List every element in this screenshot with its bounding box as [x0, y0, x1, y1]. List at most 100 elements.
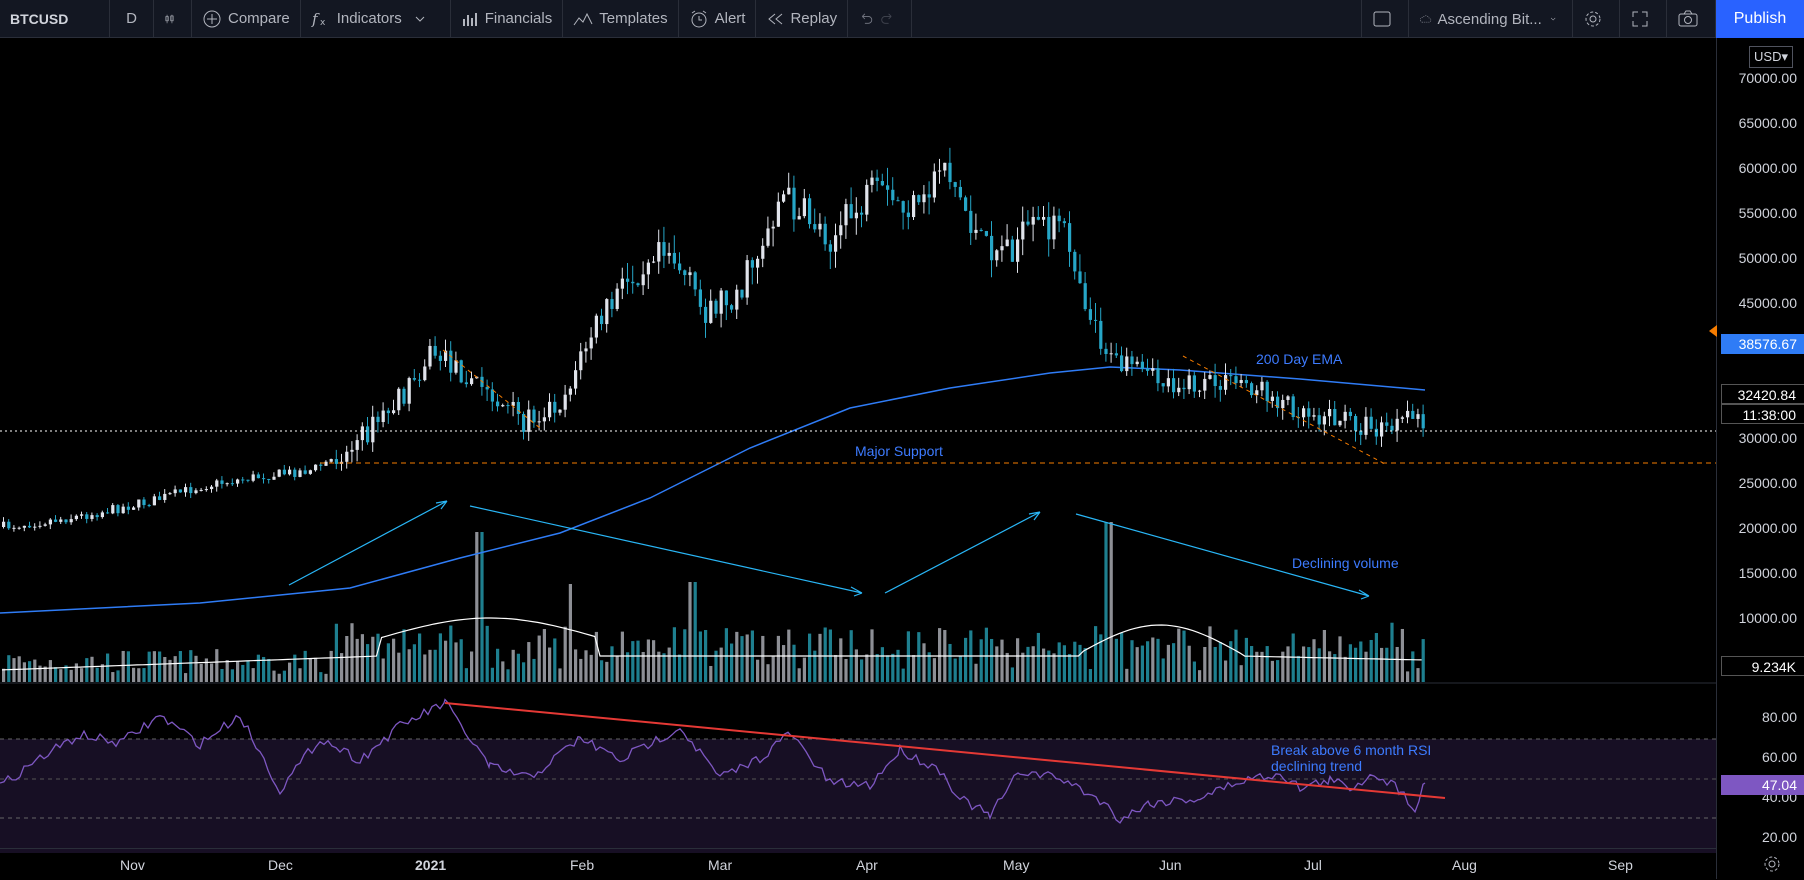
volume-bar	[293, 654, 297, 682]
volume-bar	[912, 655, 916, 682]
volume-bar	[147, 651, 151, 682]
volume-bar	[1026, 646, 1030, 682]
candle-body	[912, 195, 916, 218]
volume-bar	[875, 654, 879, 682]
time-axis[interactable]: Nov Dec 2021 Feb Mar Apr May Jun Jul Aug Sep	[0, 848, 1716, 880]
volume-bar	[433, 649, 437, 682]
volume-bar	[69, 669, 73, 682]
volume-bar	[308, 658, 312, 682]
camera-icon	[1678, 10, 1698, 27]
candle-body	[1109, 353, 1113, 355]
volume-bar	[298, 668, 302, 682]
symbol-search[interactable]: BTCUSD	[0, 0, 110, 38]
volume-bar	[1166, 644, 1170, 682]
publish-button[interactable]: Publish	[1716, 0, 1804, 38]
candle-body	[1203, 378, 1207, 391]
undo-icon[interactable]	[858, 10, 874, 28]
candle-body	[17, 527, 21, 529]
templates-button[interactable]: Templates	[563, 0, 679, 38]
last-price-tag: 32420.84	[1721, 384, 1804, 404]
volume-bar	[932, 658, 936, 682]
candle-body	[1078, 271, 1082, 284]
settings-button[interactable]	[1573, 0, 1620, 38]
candle-body	[657, 242, 661, 262]
volume-bar	[1161, 658, 1165, 682]
snapshot-button[interactable]	[1667, 0, 1716, 38]
candle-body	[558, 409, 562, 413]
fullscreen-button[interactable]	[1620, 0, 1667, 38]
candle-body	[1250, 383, 1254, 396]
financials-button[interactable]: Financials	[451, 0, 564, 38]
candle-body	[470, 378, 474, 385]
volume-bar	[646, 639, 650, 682]
trendline-jan[interactable]	[442, 349, 541, 429]
rsi-annotation-line1[interactable]: Break above 6 month RSI	[1271, 742, 1431, 758]
candle-body	[303, 470, 307, 474]
volume-bar	[1052, 653, 1056, 682]
rsi-trendline[interactable]	[444, 702, 1446, 799]
candle-body	[1192, 375, 1196, 392]
candle-body	[22, 525, 26, 528]
candle-body	[771, 226, 775, 229]
volume-bar	[735, 631, 739, 682]
replay-button[interactable]: Replay	[756, 0, 849, 38]
time-tick-label: Feb	[570, 857, 595, 873]
trendline-jun[interactable]	[1182, 355, 1386, 465]
candle-body	[1073, 251, 1077, 272]
candle-body	[1333, 408, 1337, 426]
rsi-annotation-line2[interactable]: declining trend	[1271, 758, 1362, 774]
volume-bar	[1182, 630, 1186, 682]
candle-body	[1291, 396, 1295, 418]
candle-body	[194, 490, 198, 494]
candle-body	[1302, 408, 1306, 418]
candle-body	[69, 519, 73, 523]
volume-bar	[1130, 640, 1134, 682]
volume-bar	[319, 672, 323, 682]
volume-bar	[350, 623, 354, 682]
time-tick-label: Sep	[1608, 857, 1633, 873]
time-tick-label: May	[1003, 857, 1030, 873]
ema-annotation[interactable]: 200 Day EMA	[1256, 351, 1343, 367]
candle-body	[1218, 386, 1222, 390]
rsi-line	[0, 698, 1426, 824]
time-tick-label: Apr	[856, 857, 878, 873]
compare-button[interactable]: Compare	[192, 0, 301, 38]
volume-bar	[542, 629, 546, 682]
volume-bar	[74, 663, 78, 682]
chart-canvas[interactable]: 200 Day EMA Major Support Declining volu…	[0, 38, 1716, 879]
volume-bar	[1255, 651, 1259, 682]
price-axis[interactable]: USD▾ 70000.00 65000.00 60000.00 55000.00 500…	[1709, 38, 1804, 879]
volume-bar	[1057, 642, 1061, 682]
candle-body	[1312, 415, 1316, 417]
candle-body	[516, 401, 520, 414]
volume-arrows[interactable]	[288, 500, 1370, 600]
volume-bar	[1125, 668, 1129, 682]
layout-toggle-button[interactable]	[1361, 0, 1409, 38]
support-annotation[interactable]: Major Support	[855, 443, 943, 459]
volume-bar	[1364, 651, 1368, 682]
chart-type-button[interactable]	[154, 0, 192, 38]
candle-body	[225, 483, 229, 485]
candle-body	[865, 184, 869, 215]
volume-bar	[230, 669, 234, 682]
candle-body	[724, 290, 728, 306]
volume-annotation[interactable]: Declining volume	[1292, 555, 1399, 571]
volume-bar	[756, 659, 760, 682]
volume-bar	[1010, 667, 1014, 682]
candle-body	[594, 315, 598, 338]
volume-bar	[267, 658, 271, 682]
alert-button[interactable]: Alert	[679, 0, 757, 38]
volume-bar	[631, 641, 635, 682]
volume-bar	[251, 668, 255, 682]
candle-body	[927, 194, 931, 198]
interval-button[interactable]: D	[110, 0, 154, 38]
candle-body	[126, 506, 130, 510]
currency-button[interactable]: USD▾	[1749, 46, 1793, 68]
volume-bar	[958, 656, 962, 682]
volume-bar	[1109, 522, 1113, 682]
layout-name-button[interactable]: Ascending Bit...	[1409, 0, 1573, 38]
redo-icon[interactable]	[880, 10, 896, 28]
volume-bar	[22, 662, 26, 682]
gear-icon[interactable]	[1763, 855, 1781, 873]
